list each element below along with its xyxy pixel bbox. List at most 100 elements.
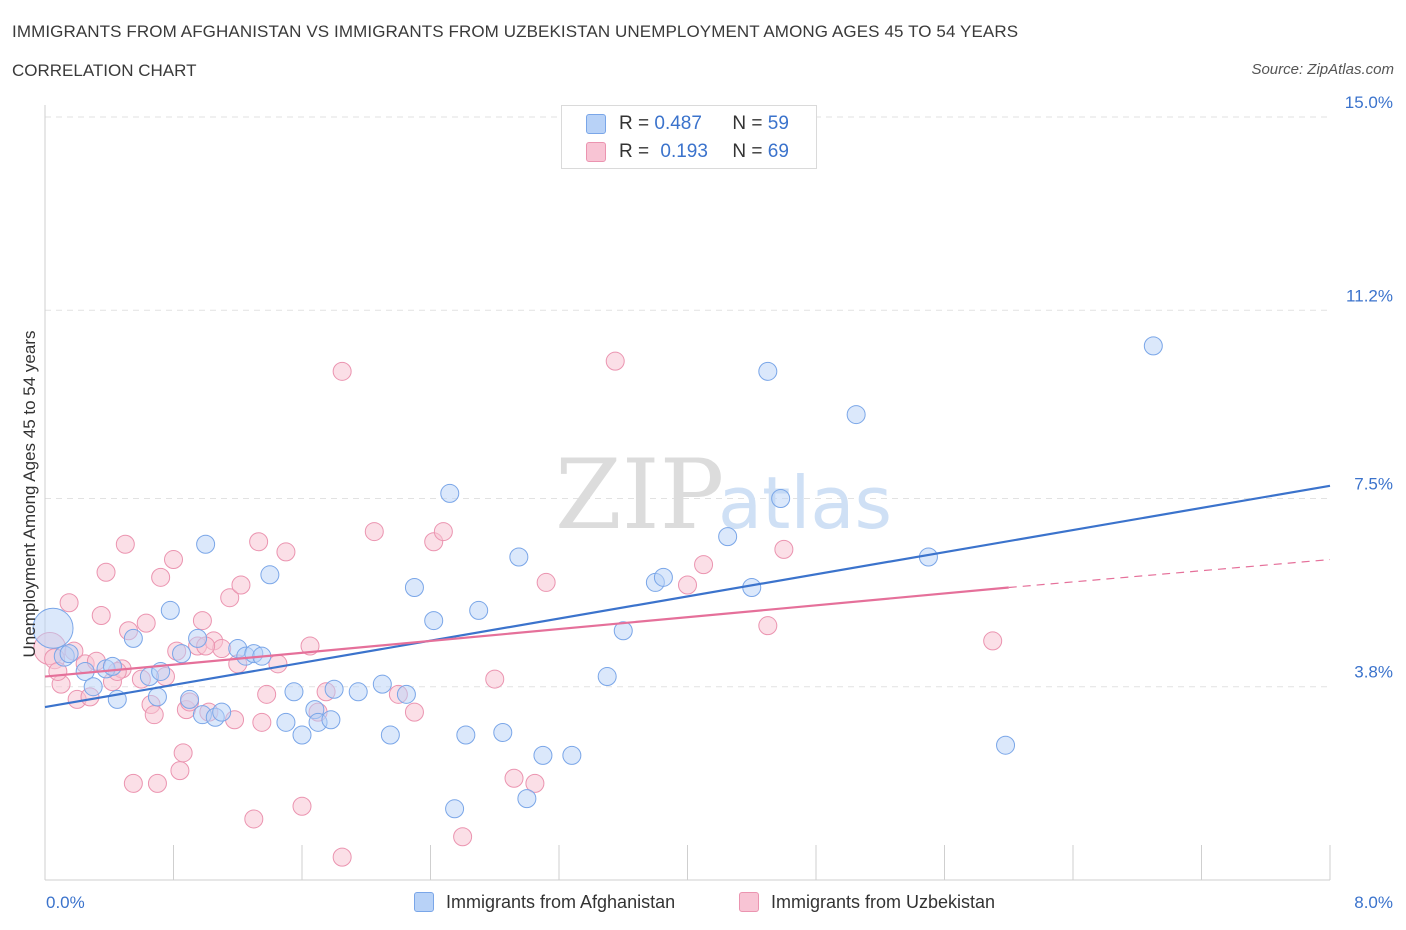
data-point-afghanistan <box>846 405 866 425</box>
trend-line-uzbekistan-extension <box>1008 558 1331 589</box>
data-point-afghanistan <box>260 565 280 585</box>
data-point-afghanistan <box>59 644 79 664</box>
data-point-uzbekistan <box>268 654 288 674</box>
data-point-uzbekistan <box>192 611 212 631</box>
data-point-uzbekistan <box>504 768 524 788</box>
n-value: 69 <box>767 141 789 162</box>
chart-subtitle: CORRELATION CHART <box>12 61 197 80</box>
data-point-afghanistan <box>348 682 368 702</box>
x-tick-label: 0.0% <box>46 893 85 912</box>
watermark-atlas: atlas <box>718 461 892 545</box>
data-point-uzbekistan <box>220 588 240 608</box>
series-afghanistan-points <box>32 336 1163 819</box>
data-point-uzbekistan <box>115 534 135 554</box>
data-point-uzbekistan <box>244 809 264 829</box>
data-point-uzbekistan <box>249 532 269 552</box>
data-point-afghanistan <box>372 674 392 694</box>
data-point-afghanistan <box>123 628 143 648</box>
data-point-afghanistan <box>533 745 553 765</box>
data-point-uzbekistan <box>453 827 473 847</box>
data-point-afghanistan <box>509 547 529 567</box>
data-point-afghanistan <box>771 489 791 508</box>
r-label: R = <box>619 113 650 134</box>
y-tick-label: 11.2% <box>1346 286 1393 305</box>
data-point-afghanistan <box>718 527 738 547</box>
data-point-afghanistan <box>321 710 341 730</box>
legend-label-uzbekistan: Immigrants from Uzbekistan <box>771 891 996 912</box>
trend-line-afghanistan <box>44 484 1331 709</box>
legend-row-uzbekistan: R = 0.193 N = 69 <box>586 140 789 164</box>
data-point-uzbekistan <box>605 351 625 371</box>
axes <box>44 105 1331 881</box>
data-point-uzbekistan <box>758 616 778 636</box>
data-point-uzbekistan <box>774 539 794 559</box>
data-point-afghanistan <box>83 677 103 697</box>
data-point-afghanistan <box>32 607 74 649</box>
y-axis-label: Unemployment Among Ages 45 to 54 years <box>20 331 39 658</box>
data-point-afghanistan <box>424 611 444 631</box>
data-point-uzbekistan <box>252 712 272 732</box>
data-point-uzbekistan <box>332 847 352 867</box>
data-point-afghanistan <box>469 600 489 620</box>
trend-lines <box>44 484 1331 709</box>
data-point-afghanistan <box>456 725 476 745</box>
n-label: N = <box>732 141 763 162</box>
data-point-uzbekistan <box>170 761 190 781</box>
data-point-uzbekistan <box>983 631 1003 651</box>
data-point-uzbekistan <box>678 575 697 595</box>
swatch-uzbekistan <box>586 142 606 162</box>
data-point-uzbekistan <box>485 669 505 689</box>
n-label: N = <box>732 113 763 134</box>
data-point-afghanistan <box>380 725 400 745</box>
data-point-uzbekistan <box>91 605 111 625</box>
data-point-uzbekistan <box>404 702 424 722</box>
data-point-afghanistan <box>147 687 167 707</box>
data-point-uzbekistan <box>151 567 171 587</box>
swatch-afghanistan <box>586 114 606 134</box>
data-point-afghanistan <box>758 361 778 381</box>
data-point-afghanistan <box>445 799 465 819</box>
data-point-afghanistan <box>493 722 513 742</box>
data-point-afghanistan <box>653 567 673 587</box>
data-point-uzbekistan <box>96 562 116 582</box>
swatch-uzbekistan <box>739 892 759 912</box>
data-point-afghanistan <box>172 644 192 664</box>
data-point-afghanistan <box>440 483 460 503</box>
data-point-uzbekistan <box>173 743 193 763</box>
data-point-uzbekistan <box>276 542 296 562</box>
data-point-afghanistan <box>404 578 424 598</box>
legend-row-afghanistan: R = 0.487 N = 59 <box>586 112 789 136</box>
watermark-zip: ZIP <box>555 439 724 551</box>
data-point-uzbekistan <box>300 636 320 656</box>
data-point-afghanistan <box>324 679 344 699</box>
data-point-uzbekistan <box>292 796 312 816</box>
data-point-afghanistan <box>517 789 537 809</box>
r-value: 0.193 <box>660 141 708 162</box>
data-point-uzbekistan <box>136 613 156 633</box>
data-point-uzbekistan <box>231 575 251 595</box>
chart-title: IMMIGRANTS FROM AFGHANISTAN VS IMMIGRANT… <box>12 22 1019 41</box>
data-point-afghanistan <box>160 600 180 620</box>
data-point-uzbekistan <box>164 550 183 570</box>
data-point-afghanistan <box>188 628 208 648</box>
source-credit: Source: ZipAtlas.com <box>1251 61 1394 78</box>
data-point-uzbekistan <box>147 773 167 793</box>
data-point-afghanistan <box>284 682 304 702</box>
data-point-afghanistan <box>292 725 312 745</box>
y-tick-label: 3.8% <box>1354 663 1393 682</box>
data-point-afghanistan <box>613 621 633 641</box>
data-point-afghanistan <box>562 745 582 765</box>
data-point-afghanistan <box>996 735 1016 755</box>
data-point-uzbekistan <box>144 705 164 725</box>
trend-line-uzbekistan <box>44 586 1009 678</box>
data-point-uzbekistan <box>433 522 453 542</box>
correlation-legend: R = 0.487 N = 59 R = 0.193 N = 69 <box>561 105 817 169</box>
data-point-afghanistan <box>396 684 416 704</box>
swatch-afghanistan <box>414 892 434 912</box>
data-point-uzbekistan <box>59 593 79 613</box>
legend-label-afghanistan: Immigrants from Afghanistan <box>446 891 676 912</box>
data-point-afghanistan <box>276 712 296 732</box>
x-tick-label: 8.0% <box>1354 893 1393 912</box>
data-point-afghanistan <box>212 702 232 722</box>
